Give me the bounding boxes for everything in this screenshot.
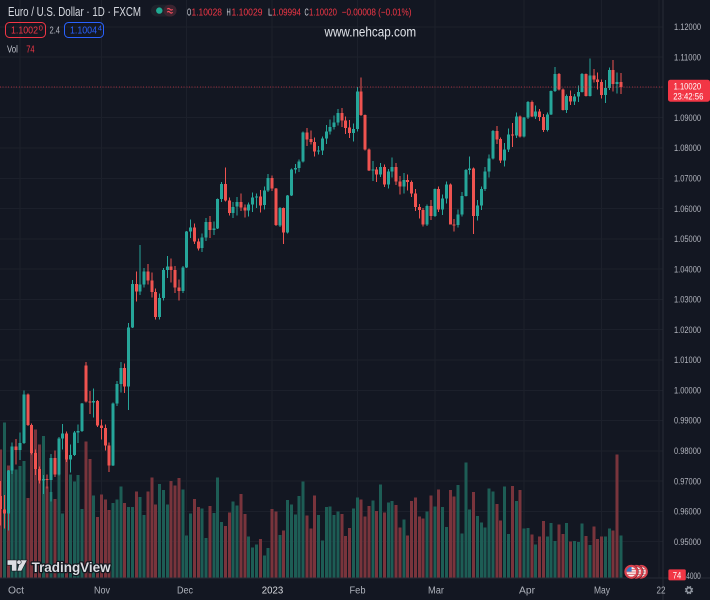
svg-text:1.08000: 1.08000 <box>674 143 701 154</box>
svg-text:Apr: Apr <box>519 586 536 597</box>
svg-text:−0.00008 (−0.01%): −0.00008 (−0.01%) <box>342 8 412 19</box>
svg-text:1.00000: 1.00000 <box>674 386 701 397</box>
svg-text:Euro / U.S. Dollar · 1D · FXCM: Euro / U.S. Dollar · 1D · FXCM <box>8 5 141 19</box>
svg-text:Vol: Vol <box>7 45 18 56</box>
svg-text:0: 0 <box>39 23 43 32</box>
svg-text:1.10029: 1.10029 <box>232 8 263 19</box>
svg-text:1.06000: 1.06000 <box>674 204 701 215</box>
svg-text:1.1002: 1.1002 <box>11 25 38 36</box>
svg-text:1.04000: 1.04000 <box>674 264 701 275</box>
svg-text:Feb: Feb <box>350 586 366 597</box>
svg-text:O: O <box>187 8 191 19</box>
svg-text:22: 22 <box>657 586 666 597</box>
svg-text:74: 74 <box>673 570 682 581</box>
svg-text:1.10020: 1.10020 <box>309 8 337 19</box>
svg-text:C: C <box>305 8 309 19</box>
svg-text:TradingView: TradingView <box>32 560 112 576</box>
svg-text:Mar: Mar <box>428 586 445 597</box>
svg-text:1.1004: 1.1004 <box>70 25 97 36</box>
svg-text:Oct: Oct <box>8 586 24 597</box>
svg-text:Dec: Dec <box>177 586 193 597</box>
svg-text:0.98000: 0.98000 <box>674 446 701 457</box>
svg-text:74: 74 <box>26 45 35 56</box>
svg-text:1.11000: 1.11000 <box>674 52 701 63</box>
svg-text:1.09000: 1.09000 <box>674 113 701 124</box>
svg-text:0.99000: 0.99000 <box>674 416 701 427</box>
svg-text:1.12000: 1.12000 <box>674 22 701 33</box>
svg-text:1.10028: 1.10028 <box>192 8 223 19</box>
svg-text:0.97000: 0.97000 <box>674 476 701 487</box>
svg-text:H: H <box>227 8 231 19</box>
svg-text:1.10020: 1.10020 <box>674 82 702 93</box>
svg-text:www.nehcap.com: www.nehcap.com <box>324 23 416 39</box>
svg-text:L: L <box>268 8 273 19</box>
svg-text:1.01000: 1.01000 <box>674 355 701 366</box>
svg-text:1.09994: 1.09994 <box>272 8 301 19</box>
svg-text:1.07000: 1.07000 <box>674 174 701 185</box>
svg-text:1.03000: 1.03000 <box>674 295 701 306</box>
svg-text:0.95000: 0.95000 <box>674 537 701 548</box>
svg-text:2.4: 2.4 <box>50 25 61 36</box>
svg-text:1.05000: 1.05000 <box>674 234 701 245</box>
svg-text:0.96000: 0.96000 <box>674 507 701 518</box>
svg-text:May: May <box>594 586 610 597</box>
svg-text:1.02000: 1.02000 <box>674 325 701 336</box>
svg-text:4000: 4000 <box>686 571 700 582</box>
svg-text:23:42:56: 23:42:56 <box>673 92 703 103</box>
svg-text:4: 4 <box>98 23 102 32</box>
svg-text:2023: 2023 <box>262 586 284 597</box>
svg-text:Nov: Nov <box>94 586 110 597</box>
